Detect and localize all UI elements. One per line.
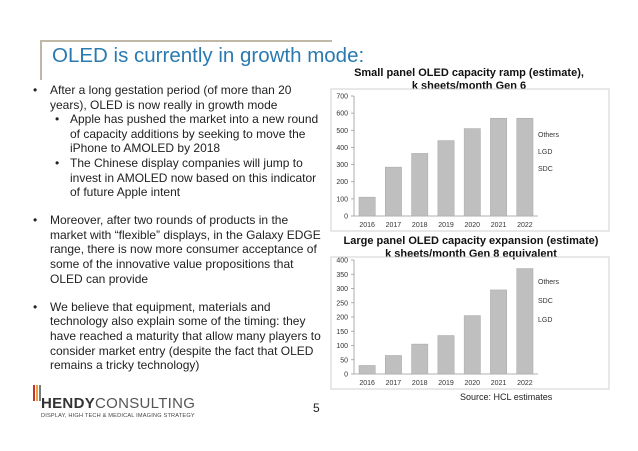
bullet-marker: • bbox=[33, 213, 38, 228]
bullet-item: • After a long gestation period (of more … bbox=[33, 83, 323, 112]
bar-2020 bbox=[463, 315, 481, 375]
y-tick-label: 150 bbox=[336, 329, 348, 336]
x-tick-label: 2020 bbox=[464, 222, 480, 229]
legend-entry: SDC bbox=[538, 298, 553, 305]
source-note: Source: HCL estimates bbox=[460, 392, 553, 402]
x-tick-label: 2022 bbox=[517, 222, 533, 229]
bar-2019 bbox=[437, 335, 455, 375]
y-tick-label: 200 bbox=[336, 315, 348, 322]
bullet-text: After a long gestation period (of more t… bbox=[50, 83, 292, 112]
y-tick-label: 100 bbox=[336, 343, 348, 350]
bar-2022 bbox=[516, 268, 534, 375]
y-tick-label: 400 bbox=[336, 258, 348, 265]
bullet-item: • Moreover, after two rounds of products … bbox=[33, 213, 323, 286]
legend-entry: LGD bbox=[538, 149, 552, 156]
y-tick-label: 400 bbox=[336, 145, 348, 152]
bullet-marker: • bbox=[33, 83, 38, 97]
company-logo: HENDYCONSULTING DISPLAY, HIGH TECH & MED… bbox=[33, 385, 233, 425]
y-tick-label: 500 bbox=[336, 128, 348, 135]
x-tick-label: 2021 bbox=[491, 380, 507, 387]
y-tick-label: 300 bbox=[336, 162, 348, 169]
bar-2020 bbox=[463, 128, 481, 217]
bar-2018 bbox=[411, 153, 429, 217]
x-tick-label: 2019 bbox=[438, 380, 454, 387]
bar-2016 bbox=[358, 365, 376, 375]
bar-2018 bbox=[411, 343, 429, 375]
y-tick-label: 0 bbox=[344, 214, 348, 221]
bar-2022 bbox=[516, 118, 534, 217]
legend-entry: LGD bbox=[538, 317, 552, 324]
sub-bullet-item: • The Chinese display companies will jump… bbox=[33, 156, 323, 200]
bar-2021 bbox=[490, 289, 507, 375]
legend-entry: SDC bbox=[538, 166, 553, 173]
x-tick-label: 2017 bbox=[386, 222, 402, 229]
page-number: 5 bbox=[313, 401, 320, 415]
bar-2019 bbox=[437, 140, 455, 217]
bar-2016 bbox=[358, 196, 376, 217]
x-tick-label: 2022 bbox=[517, 380, 533, 387]
bullet-text: We believe that equipment, materials and… bbox=[50, 299, 321, 373]
legend-entry: Others bbox=[538, 279, 560, 286]
x-tick-label: 2018 bbox=[412, 222, 428, 229]
y-tick-label: 250 bbox=[336, 300, 348, 307]
logo-bars-icon bbox=[33, 385, 41, 401]
logo-name-rest: CONSULTING bbox=[95, 395, 196, 412]
bullet-text: Apple has pushed the market into a new r… bbox=[70, 112, 319, 156]
x-tick-label: 2021 bbox=[491, 222, 507, 229]
legend-entry: Others bbox=[538, 132, 560, 139]
bullet-marker: • bbox=[33, 299, 38, 314]
title-frame bbox=[40, 40, 332, 80]
bar-2017 bbox=[385, 355, 402, 375]
logo-wordmark: HENDYCONSULTING bbox=[41, 395, 195, 412]
bullet-item: • We believe that equipment, materials an… bbox=[33, 300, 323, 373]
y-tick-label: 50 bbox=[340, 357, 348, 364]
chart-frame bbox=[330, 256, 610, 390]
x-tick-label: 2017 bbox=[386, 380, 402, 387]
bullet-text: Moreover, after two rounds of products i… bbox=[50, 213, 321, 286]
logo-tagline: DISPLAY, HIGH TECH & MEDICAL IMAGING STR… bbox=[41, 413, 195, 419]
bullet-marker: • bbox=[55, 112, 60, 127]
small-panel-capacity-chart: 0 100 200 300 400 500 600 700 2016 2017 2018 2019 20… bbox=[330, 88, 610, 232]
x-tick-label: 2018 bbox=[412, 380, 428, 387]
x-tick-label: 2016 bbox=[359, 222, 375, 229]
x-tick-label: 2019 bbox=[438, 222, 454, 229]
bullet-text: The Chinese display companies will jump … bbox=[70, 155, 317, 200]
bullet-marker: • bbox=[55, 155, 60, 170]
large-panel-capacity-chart: 0 50 100 150 200 250 300 350 400 2016 2017 2018 2019… bbox=[330, 256, 610, 390]
sub-bullet-item: • Apple has pushed the market into a new … bbox=[33, 112, 323, 156]
chart-2-title-line1: Large panel OLED capacity expansion (est… bbox=[343, 235, 599, 247]
slide-title: OLED is currently in growth mode: bbox=[52, 44, 365, 67]
chart-frame bbox=[330, 88, 610, 232]
y-tick-label: 200 bbox=[336, 179, 348, 186]
y-tick-label: 600 bbox=[336, 111, 348, 118]
x-tick-label: 2020 bbox=[464, 380, 480, 387]
y-tick-label: 300 bbox=[336, 286, 348, 293]
logo-name-bold: HENDY bbox=[41, 395, 96, 412]
bullet-list: • After a long gestation period (of more … bbox=[33, 83, 323, 373]
y-tick-label: 700 bbox=[336, 94, 348, 101]
y-tick-label: 0 bbox=[344, 372, 348, 379]
x-tick-label: 2016 bbox=[359, 380, 375, 387]
y-tick-label: 350 bbox=[336, 272, 348, 279]
y-tick-label: 100 bbox=[336, 196, 348, 203]
bar-2021 bbox=[490, 118, 507, 217]
chart-1-title-line1: Small panel OLED capacity ramp (estimate… bbox=[354, 67, 584, 79]
bar-2017 bbox=[385, 166, 402, 217]
